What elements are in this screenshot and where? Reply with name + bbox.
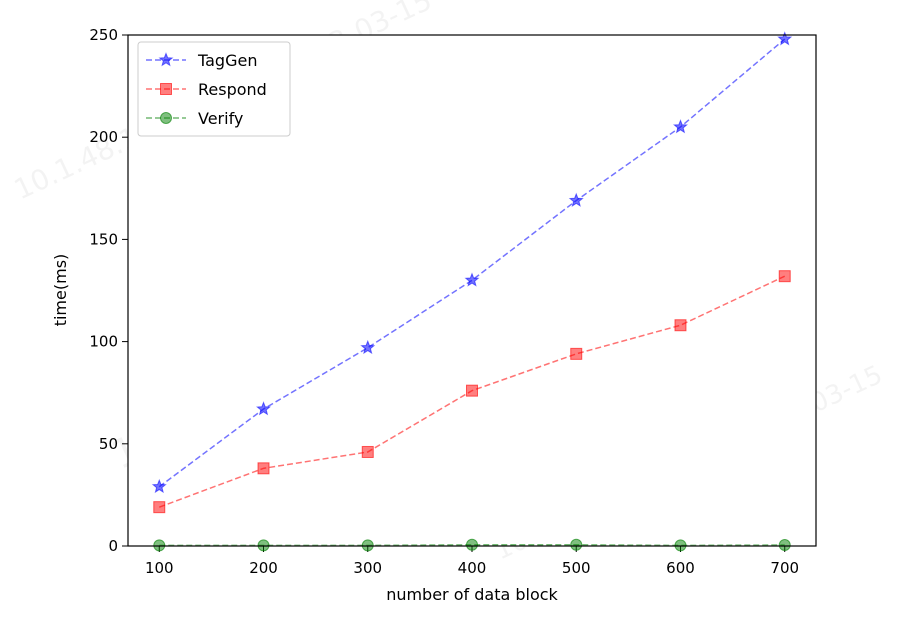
data-point-respond: [257, 462, 270, 475]
data-point-taggen: [256, 401, 272, 416]
axis-ticks: 100 200 300 400 500 600 700 0 50 100 150 200 250: [89, 26, 799, 577]
legend-marker-verify: [160, 112, 172, 124]
data-point-taggen: [568, 192, 584, 207]
legend-label-verify: Verify: [198, 109, 243, 128]
data-point-taggen: [464, 272, 480, 287]
data-point-verify: [153, 539, 166, 552]
x-axis-title: number of data block: [386, 585, 558, 604]
y-axis-title: time(ms): [51, 254, 70, 327]
plot-frame: [127, 34, 817, 547]
x-tick-label: 600: [666, 559, 695, 577]
data-point-verify: [257, 539, 270, 552]
legend-marker-respond: [160, 83, 172, 95]
data-point-verify: [674, 539, 687, 552]
y-tick-label: 250: [89, 26, 118, 44]
data-point-verify: [466, 538, 478, 551]
x-tick-label: 200: [249, 559, 278, 577]
data-point-taggen: [360, 339, 376, 355]
y-tick-label: 50: [99, 435, 118, 453]
data-point-respond: [674, 319, 687, 332]
legend-marker-taggen: [158, 52, 174, 67]
data-point-respond: [778, 270, 791, 283]
x-tick-label: 100: [145, 559, 174, 577]
data-point-verify: [778, 538, 791, 551]
data-point-taggen: [672, 119, 688, 134]
x-tick-label: 300: [353, 559, 382, 577]
legend-box: [137, 41, 291, 137]
y-tick-label: 0: [108, 537, 118, 555]
x-tick-label: 500: [562, 559, 591, 577]
legend-label-taggen: TagGen: [197, 51, 257, 70]
x-tick-label: 400: [458, 559, 487, 577]
data-point-respond: [466, 384, 478, 397]
legend: TagGen Respond Verify: [137, 41, 291, 137]
legend-label-respond: Respond: [198, 80, 267, 99]
legend-entries: TagGen Respond Verify: [146, 51, 267, 128]
data-point-respond: [361, 445, 374, 458]
series-markers: [151, 31, 793, 552]
data-point-taggen: [151, 478, 167, 494]
data-point-respond: [153, 501, 166, 514]
data-point-respond: [570, 347, 583, 360]
data-point-verify: [361, 539, 374, 552]
y-tick-label: 150: [89, 230, 118, 248]
data-point-taggen: [777, 31, 793, 46]
data-point-verify: [570, 538, 583, 551]
y-tick-label: 100: [89, 333, 118, 351]
x-tick-label: 700: [770, 559, 799, 577]
y-tick-label: 200: [89, 128, 118, 146]
